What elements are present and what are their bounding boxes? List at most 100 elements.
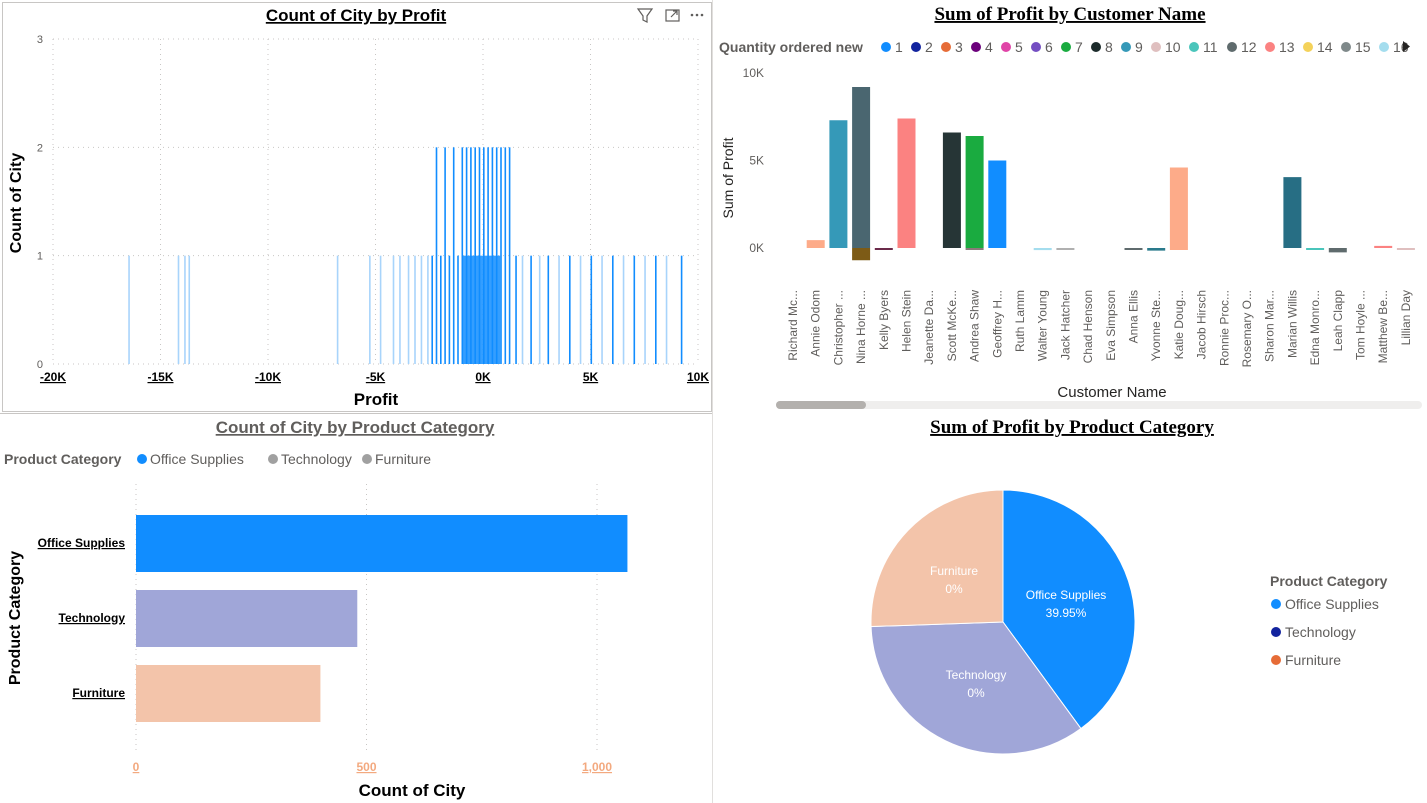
x-tick-label: 1,000 [582,760,612,774]
customer-bar [942,132,961,248]
legend: Office Supplies Technology Furniture [1271,596,1379,668]
x-tick-label: 5K [583,370,599,384]
y-tick-label: 5K [749,154,764,168]
x-tick-label: -20K [40,370,66,384]
x-tick-label: 0 [133,760,140,774]
pie-slice [1002,489,1136,730]
y-axis-ticks: 0K 5K 10K [743,66,764,255]
legend-next-arrow-icon[interactable] [1403,41,1410,52]
histogram-bar [184,255,186,364]
y-tick-label: 1 [37,251,43,263]
customer-bar-negative [1306,248,1325,250]
category-bar [136,590,358,647]
histogram-bar [633,255,636,364]
x-tick-label: Geoffrey H... [990,290,1004,358]
histogram-bar [504,147,507,364]
y-tick-label: 2 [37,142,43,154]
histogram-bar [612,255,614,364]
customer-bars [806,87,1415,261]
legend-marker-icon [911,42,921,52]
pie-slice-value-label: 0% [945,582,963,596]
customer-bar-negative [1169,248,1188,250]
y-tick-label: Furniture [72,686,125,700]
histogram-bar [483,147,485,364]
customer-bar [1283,177,1302,248]
legend-item-label: 7 [1075,39,1083,55]
legend-marker-icon [1303,42,1313,52]
customer-bar [897,118,916,248]
legend-item-label: 15 [1355,39,1371,55]
x-tick-label: -15K [147,370,173,384]
legend-marker-icon [1271,627,1281,637]
legend-marker-icon [971,42,981,52]
customer-bar [965,136,984,248]
histogram-bar [601,255,603,364]
customer-bar [806,240,825,248]
filter-icon[interactable] [636,8,654,23]
x-tick-label: 0K [475,370,491,384]
x-tick-label: Yvonne Ste... [1149,290,1163,361]
x-tick-label: Chad Henson [1081,290,1095,363]
count-by-category-visual[interactable]: Count of City by Product Category Produc… [0,414,712,803]
legend-marker-icon [1271,599,1281,609]
x-tick-label: Tom Hoyle ... [1354,290,1368,360]
histogram-bar [495,147,498,364]
histogram-bar [644,255,646,364]
chart-title: Count of City by Profit [266,6,447,25]
y-tick-label: 0 [37,359,43,371]
x-tick-label: Jacob Hirsch [1195,290,1209,359]
profit-histogram-visual[interactable]: Count of City by Profit 0 1 2 3 -20K -15K -10… [2,2,712,412]
chart-title: Count of City by Product Category [216,418,495,437]
x-tick-label: Sharon Mar... [1263,290,1277,362]
customer-bar-negative [874,248,893,250]
more-options-icon[interactable] [690,13,704,17]
y-tick-label: 3 [37,34,43,46]
y-axis-title: Sum of Profit [720,137,736,218]
histogram-bar [558,255,560,364]
x-axis-ticks: -20K -15K -10K -5K 0K 5K 10K [40,370,709,384]
histogram-bar [461,255,501,364]
x-axis-title: Profit [354,390,399,409]
x-tick-label: Leah Clapp [1331,290,1345,352]
histogram-bar [448,255,451,364]
pie-slice [870,489,1004,628]
customer-bar [1374,245,1393,248]
profit-by-category-pie-visual[interactable]: Sum of Profit by Product Category Office… [714,414,1427,803]
x-tick-label: 500 [356,760,376,774]
profit-by-customer-visual[interactable]: Sum of Profit by Customer Name Quantity … [714,0,1427,414]
histogram-bar [444,147,446,364]
y-axis-ticks: 0 1 2 3 [37,34,43,371]
x-tick-label: Eva Simpson [1104,290,1118,361]
customer-bar-negative [852,248,871,261]
x-tick-label: Rosemary O... [1240,290,1254,367]
horizontal-scrollbar-track[interactable] [776,401,1422,409]
x-tick-label: Scott McKe... [945,290,959,361]
customer-bar [1169,167,1188,248]
legend-marker-icon [1121,42,1131,52]
histogram-bar [579,255,582,364]
focus-mode-icon[interactable] [665,9,680,22]
customer-bar-negative [1033,248,1052,251]
pie-slice [870,621,1082,755]
histogram-bar [500,147,502,364]
x-tick-label: Richard Mc... [786,290,800,361]
legend-marker-icon [1379,42,1389,52]
legend-marker-icon [1271,655,1281,665]
histogram-bar [478,147,481,364]
customer-bar [829,120,848,248]
customer-bar [852,87,871,248]
chart-title: Sum of Profit by Product Category [930,417,1214,438]
legend: Office Supplies Technology Furniture [137,451,431,467]
legend-item-label: 5 [1015,39,1023,55]
legend-item-label: 4 [985,39,993,55]
histogram-bar [452,147,455,364]
x-tick-label: Edna Monro... [1308,290,1322,365]
x-tick-label: Ronnie Proc... [1217,290,1231,366]
histogram-bar [547,255,550,364]
histogram-bar [414,255,416,364]
legend-marker-icon [1031,42,1041,52]
histogram-bar [470,147,472,364]
horizontal-scrollbar-thumb[interactable] [776,401,866,409]
legend-marker-icon [941,42,951,52]
legend-item-label: 3 [955,39,963,55]
